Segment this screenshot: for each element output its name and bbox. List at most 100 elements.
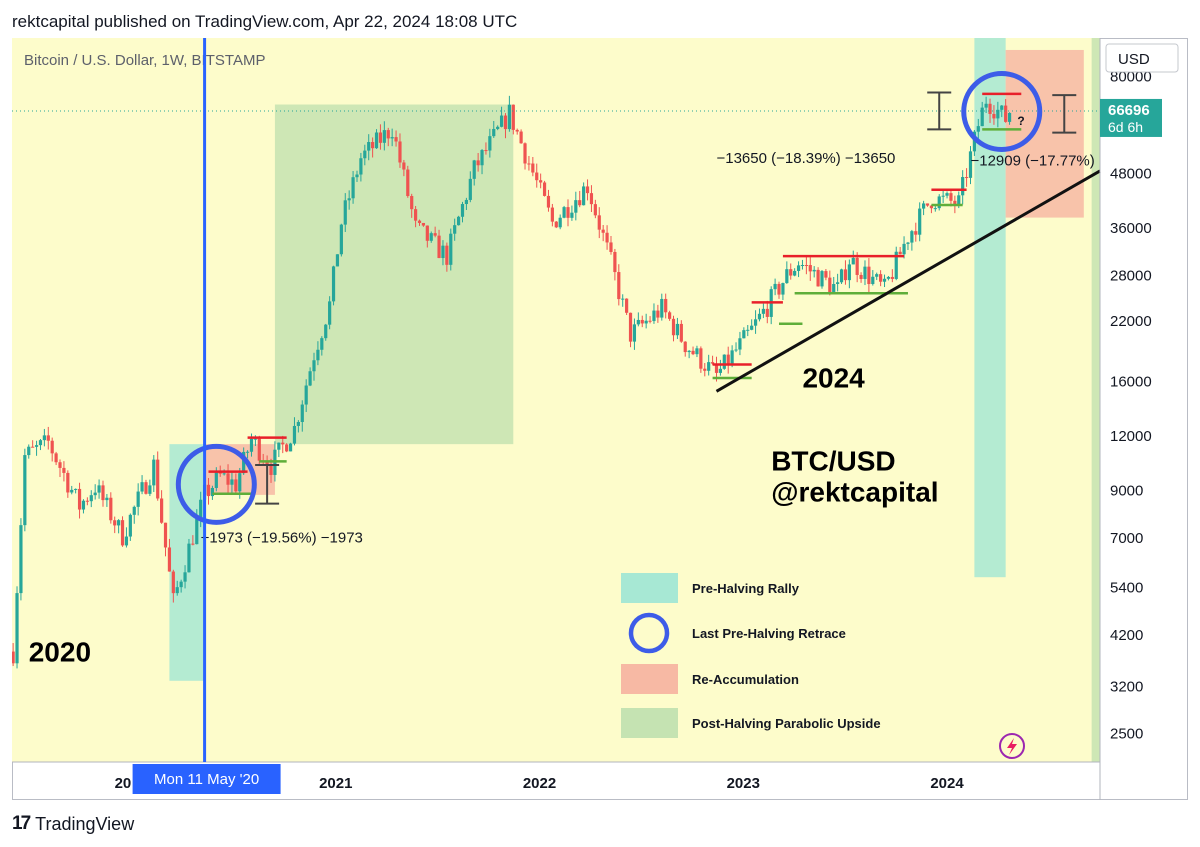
candle-body: [718, 368, 723, 373]
candle-body: [433, 233, 437, 236]
candle-body: [984, 103, 988, 108]
retrace-circle: [175, 443, 257, 525]
candle-body: [499, 115, 504, 127]
measure-label: −12909 (−17.77%): [970, 153, 1094, 170]
candle-body: [89, 495, 93, 502]
legend-label: Last Pre-Halving Retrace: [692, 626, 846, 641]
candle-body: [15, 593, 19, 664]
candle-body: [894, 251, 898, 279]
y-tick-label: 12000: [1110, 428, 1152, 445]
candle-body: [218, 472, 222, 474]
candle-body: [363, 150, 367, 159]
y-tick-label: 5400: [1110, 579, 1143, 596]
candle-body: [593, 204, 597, 216]
candle-body: [574, 200, 578, 213]
candle-body: [27, 446, 31, 456]
measure-label: −1973 (−19.56%) −1973: [201, 529, 363, 546]
measure-label: −13650 (−18.39%) −13650: [716, 150, 895, 167]
tradingview-footer[interactable]: 17 TradingView: [12, 813, 134, 835]
candle-body: [621, 298, 625, 300]
candle-body: [882, 278, 887, 282]
annotation-text: BTC/USD: [771, 446, 895, 477]
candle-body: [562, 207, 566, 218]
candle-body: [144, 482, 148, 494]
candle-body: [617, 272, 621, 300]
candle-body: [961, 177, 965, 196]
candle-body: [308, 371, 312, 386]
candle-body: [242, 451, 246, 474]
candle-body: [585, 186, 590, 194]
candle-body: [421, 222, 426, 226]
candle-body: [515, 129, 519, 132]
currency-box: [1105, 43, 1179, 73]
candle-body: [472, 160, 476, 179]
candle-body: [503, 115, 508, 130]
btc-weekly-chart[interactable]: −1973 (−19.56%) −1973 −13650 (−18.39%) −1…: [12, 38, 1188, 800]
candle-body: [851, 257, 855, 265]
y-tick-label: 36000: [1110, 220, 1152, 237]
y-tick-label: 48000: [1110, 165, 1152, 182]
lightning-icon: [999, 733, 1025, 759]
last-price-value: 66696: [1108, 102, 1150, 119]
candle-body: [12, 651, 15, 664]
candle-body: [402, 162, 406, 170]
candle-body: [632, 324, 637, 342]
candle-body: [929, 205, 934, 209]
candle-body: [843, 269, 848, 281]
candle-body: [140, 482, 144, 492]
candle-body: [277, 442, 281, 450]
candle-body: [898, 251, 902, 255]
candle-body: [230, 479, 234, 485]
candle-body: [812, 269, 816, 272]
candle-body: [414, 209, 418, 221]
candle-body: [152, 459, 156, 486]
candle-body: [156, 459, 160, 499]
candle-body: [765, 308, 769, 317]
candle-body: [949, 193, 953, 201]
retrace-circle: [961, 71, 1043, 153]
candle-body: [378, 132, 383, 143]
candle-body: [703, 368, 707, 371]
candle-body: [1004, 105, 1008, 122]
candle-body: [304, 385, 308, 405]
candle-body: [910, 231, 914, 243]
candle-body: [918, 208, 922, 235]
x-tick-label: 2021: [319, 775, 352, 792]
x-tick-label: 2024: [930, 775, 964, 792]
candle-body: [249, 438, 254, 452]
candle-body: [160, 498, 164, 523]
candle-body: [804, 265, 808, 267]
legend-swatch-re_accumulation: [621, 664, 678, 694]
candle-body: [46, 435, 50, 441]
candle-body: [257, 438, 261, 461]
candle-body: [58, 462, 62, 468]
candle-body: [742, 330, 746, 339]
candle-body: [968, 151, 973, 178]
candle-body: [343, 200, 347, 225]
y-tick-label: 2500: [1110, 725, 1143, 742]
candle-body: [54, 453, 58, 463]
candle-body: [351, 177, 355, 199]
candle-body: [339, 224, 343, 255]
candle-body: [222, 473, 226, 475]
candle-body: [97, 485, 101, 493]
candle-body: [191, 543, 195, 545]
candle-body: [914, 231, 918, 235]
candle-body: [1007, 112, 1012, 122]
candle-body: [937, 196, 941, 209]
candle-body: [683, 341, 687, 353]
candle-body: [120, 520, 125, 546]
candle-body: [187, 543, 191, 573]
candle-body: [425, 225, 429, 241]
candle-body: [70, 489, 74, 493]
candle-body: [316, 349, 320, 361]
candle-body: [335, 254, 340, 267]
candle-body: [964, 177, 969, 179]
candle-body: [62, 467, 66, 473]
y-tick-label: 80000: [1110, 68, 1152, 85]
question-mark: ?: [1017, 114, 1024, 128]
x-tick-label: 2022: [523, 775, 556, 792]
candle-body: [816, 269, 820, 287]
candle-body: [746, 329, 750, 331]
legend-label: Post-Halving Parabolic Upside: [692, 716, 881, 731]
